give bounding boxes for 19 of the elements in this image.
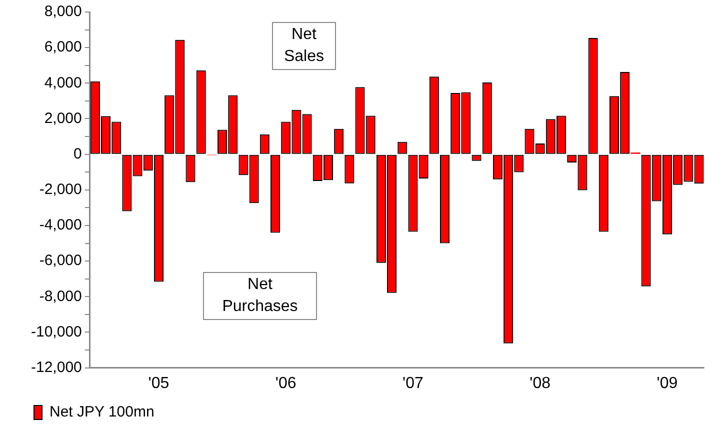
y-tick-label: -4,000 [39,216,82,234]
y-tick-label: -8,000 [39,288,82,305]
y-tick-label: 6,000 [44,38,82,56]
y-tick-label: -12,000 [31,358,82,376]
x-tick-label: '07 [402,374,424,392]
x-tick-label: '09 [656,374,678,392]
y-tick-label: 0 [74,145,82,162]
y-tick-label: 8,000 [44,3,82,20]
y-tick-label: -6,000 [39,252,82,270]
y-tick-label: -10,000 [31,323,82,340]
x-tick-label: '06 [275,374,296,392]
y-tick-label: 2,000 [44,110,82,127]
y-tick-label: -2,000 [39,181,82,198]
x-tick-label: '08 [530,374,551,392]
legend-label: Net JPY 100mn [50,404,154,421]
y-tick-label: 4,000 [44,74,82,92]
annotation: Net Sales [272,22,336,70]
annotation: Net Purchases [203,272,317,320]
x-tick-label: '05 [148,374,170,392]
